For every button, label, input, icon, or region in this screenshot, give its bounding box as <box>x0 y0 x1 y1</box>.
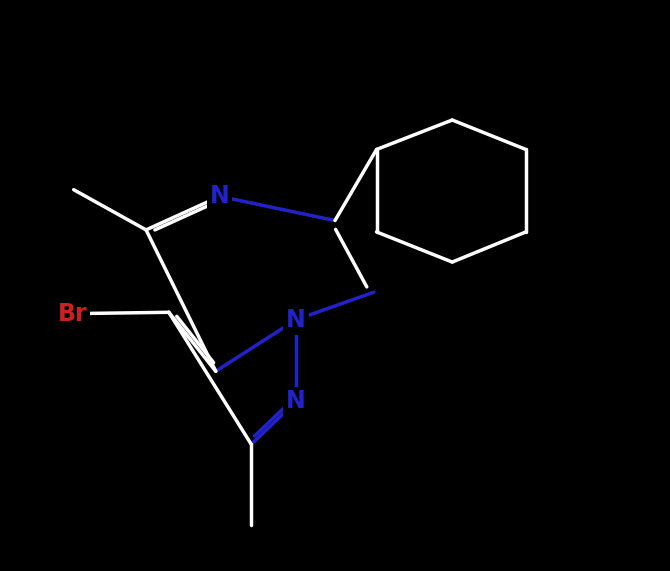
Text: Br: Br <box>58 301 87 325</box>
Text: N: N <box>210 184 230 208</box>
Text: N: N <box>286 308 306 332</box>
Text: N: N <box>286 389 306 413</box>
